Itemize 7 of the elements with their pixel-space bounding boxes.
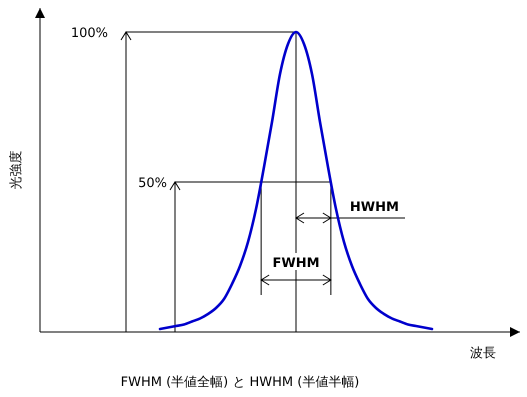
x-axis-title: 波長 [470,346,496,361]
y-axis-title: 光強度 [8,150,24,190]
annotation: FWHM [272,256,320,271]
text: FWHM (半値全幅) と HWHM (半値半幅) [120,375,360,390]
annotation: 100% [70,26,108,41]
annotation: 50% [138,176,167,191]
annotation: HWHM [350,200,399,215]
